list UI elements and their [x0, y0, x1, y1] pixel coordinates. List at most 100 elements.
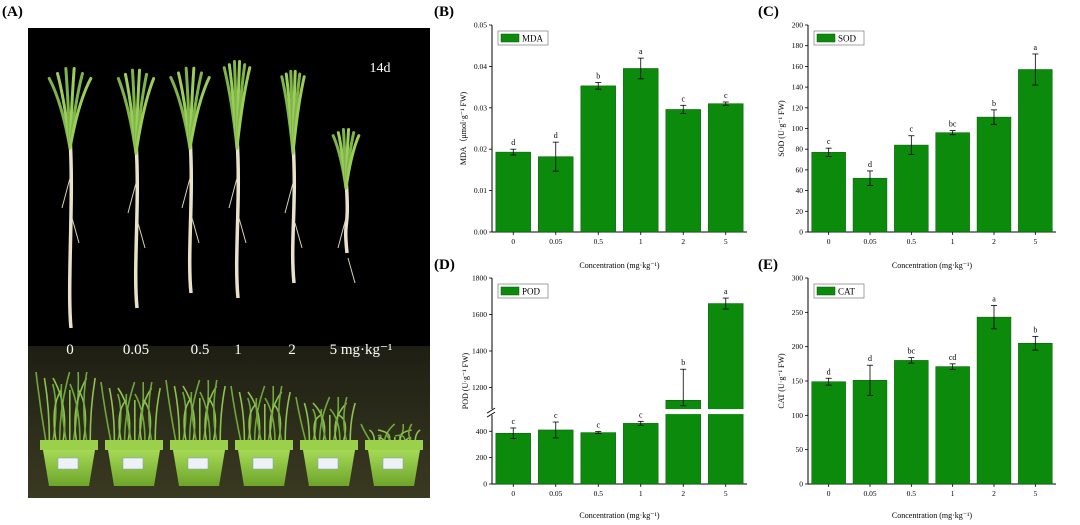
- y-axis-label: POD (U·g⁻¹ FW): [461, 352, 470, 409]
- mda-chart: 0.00 0.01 0.02 0.03 0.04 0.05 d 0 d 0.05 b 0.5 a 1 c 2 c…: [440, 15, 755, 275]
- bar-0.5: [894, 360, 929, 485]
- x-tick-label: 0.05: [863, 489, 876, 498]
- axis-break-mark: [486, 411, 496, 418]
- bar-5: [708, 103, 744, 233]
- bar-2: [976, 316, 1012, 485]
- bar-0.05: [852, 380, 888, 485]
- chart-svg-D: 0 200 400 1200 1400 1600 1800 c 0 c 0.05 c 0.5 c 1 b 2 a 5…: [461, 274, 747, 520]
- x-tick-label: 1: [639, 489, 643, 498]
- y-tick-label: 0.04: [474, 62, 487, 71]
- y-tick-label: 1400: [472, 346, 487, 355]
- y-tick-label: 0.02: [474, 145, 487, 154]
- day-label: 14d: [370, 61, 391, 76]
- y-tick-label: 60: [796, 165, 804, 174]
- panel-label-d: (D): [434, 257, 455, 273]
- panel-label-e: (E): [758, 257, 778, 273]
- significance-letter: d: [554, 131, 558, 140]
- x-tick-label: 0.05: [863, 237, 876, 246]
- x-tick-label: 0.5: [907, 237, 917, 246]
- significance-letter: bc: [949, 120, 957, 129]
- legend-label: SOD: [838, 34, 857, 44]
- bar-1: [935, 132, 970, 233]
- bar-0: [495, 432, 531, 485]
- x-tick-label: 5: [724, 489, 728, 498]
- axis-break-mark: [486, 407, 496, 414]
- bar-1: [935, 366, 970, 485]
- bar-0: [811, 152, 846, 233]
- x-tick-label: 2: [992, 489, 996, 498]
- y-tick-label: 150: [792, 377, 804, 386]
- y-tick-label: 200: [792, 342, 804, 351]
- x-tick-label: 2: [992, 237, 996, 246]
- bar-0: [811, 381, 846, 485]
- concentration-label: 2: [288, 342, 296, 358]
- y-tick-label: 140: [792, 83, 804, 92]
- x-tick-label: 5: [724, 237, 728, 246]
- y-tick-label: 120: [792, 103, 804, 112]
- sod-chart: 0 20 40 60 80 100 120 140 160 180 200 c 0 d 0.05 c 0.5 bc…: [764, 15, 1076, 275]
- significance-letter: c: [827, 137, 831, 146]
- bar-0.5: [580, 85, 616, 233]
- significance-letter: bc: [908, 347, 916, 356]
- chart-svg-B: 0.00 0.01 0.02 0.03 0.04 0.05 d 0 d 0.05 b 0.5 a 1 c 2 c…: [459, 21, 747, 270]
- pot: [170, 440, 228, 486]
- seedling: [222, 60, 291, 443]
- legend: POD: [497, 283, 549, 299]
- y-tick-label: 300: [792, 274, 804, 283]
- x-tick-label: 1: [951, 489, 955, 498]
- legend-label: MDA: [522, 34, 544, 44]
- y-tick-label: 0.00: [474, 228, 487, 237]
- y-tick-label: 1800: [472, 274, 487, 283]
- x-axis-label: Concentration (mg·kg⁻¹): [579, 261, 659, 270]
- bar-break: [664, 409, 702, 415]
- y-tick-label: 250: [792, 308, 804, 317]
- bar-0.5: [580, 432, 616, 485]
- x-tick-label: 2: [681, 237, 685, 246]
- significance-letter: d: [868, 160, 872, 169]
- bar-0: [495, 151, 531, 233]
- pots-group: [40, 440, 423, 486]
- x-tick-label: 1: [951, 237, 955, 246]
- significance-letter: cd: [949, 353, 957, 362]
- significance-letter: a: [639, 47, 643, 56]
- y-tick-label: 0.01: [474, 186, 487, 195]
- seedling: [280, 69, 356, 443]
- y-tick-label: 1200: [472, 383, 487, 392]
- legend: MDA: [497, 30, 549, 46]
- concentration-label: 0: [66, 342, 74, 358]
- y-tick-label: 100: [792, 124, 804, 133]
- concentration-label: 1: [234, 342, 242, 358]
- cat-chart: 0 50 100 150 200 250 300 d 0 d 0.05 bc 0.5 cd 1 a 2 b 5 CAT…: [764, 268, 1076, 525]
- bar-2: [976, 116, 1012, 233]
- y-axis-label: SOD (U·g⁻¹ FW): [777, 100, 786, 157]
- significance-letter: a: [992, 294, 996, 303]
- bar-5: [708, 303, 744, 485]
- significance-letter: d: [868, 354, 872, 363]
- significance-letter: b: [992, 99, 996, 108]
- axis-break-gap: [488, 409, 496, 416]
- x-axis-label: Concentration (mg·kg⁻¹): [892, 261, 972, 270]
- y-tick-label: 160: [792, 62, 804, 71]
- pot: [235, 440, 293, 486]
- significance-letter: c: [554, 411, 558, 420]
- bar-break: [707, 409, 745, 415]
- y-tick-label: 80: [796, 145, 804, 154]
- pot: [105, 440, 163, 486]
- bar-2: [665, 109, 701, 233]
- y-axis-label: CAT (U·g⁻¹ FW): [777, 353, 786, 409]
- significance-letter: a: [1034, 43, 1038, 52]
- y-tick-label: 200: [476, 453, 488, 462]
- significance-letter: d: [511, 138, 515, 147]
- bar-1: [623, 68, 659, 233]
- x-tick-label: 0: [827, 489, 831, 498]
- pot: [365, 440, 423, 486]
- x-tick-label: 5: [1033, 489, 1037, 498]
- bar-1: [623, 423, 659, 485]
- y-tick-label: 200: [792, 21, 804, 30]
- y-tick-label: 0.05: [474, 21, 487, 30]
- x-tick-label: 0: [511, 237, 515, 246]
- x-tick-label: 0.5: [907, 489, 917, 498]
- seedling: [165, 66, 226, 443]
- significance-letter: d: [827, 367, 831, 376]
- x-tick-label: 0: [511, 489, 515, 498]
